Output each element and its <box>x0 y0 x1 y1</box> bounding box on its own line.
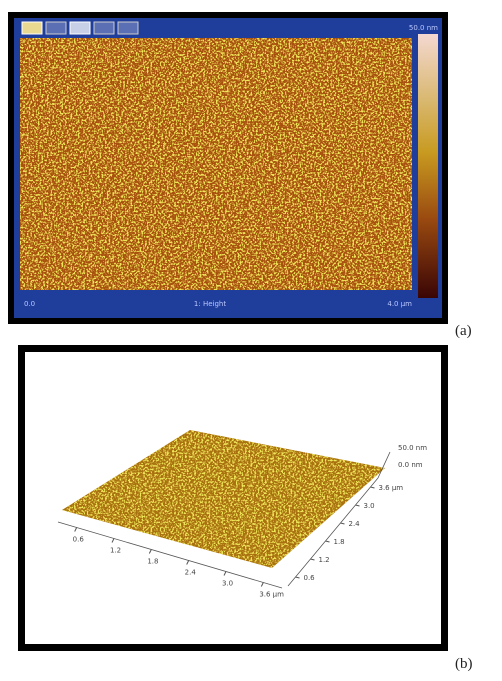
tick-label: 0.6 <box>73 536 85 544</box>
tick-label: 2.4 <box>349 520 361 528</box>
x-end: 4.0 µm <box>387 300 412 308</box>
figure-svg: 50.0 nm 0.0 1: Height 4.0 µm (a) 0.6 1.2 1… <box>0 0 502 681</box>
tick-label: 3.6 µm <box>259 591 284 599</box>
tick-label: 3.0 <box>364 502 375 510</box>
tick-label: 3.0 <box>222 580 233 588</box>
tick-label: 0.6 <box>304 574 316 582</box>
tick-label: 2.4 <box>185 569 197 577</box>
z-min: 0.0 nm <box>398 461 423 469</box>
z-max: 50.0 nm <box>398 444 427 452</box>
toolbar <box>22 22 138 34</box>
tick-label: 1.8 <box>334 538 345 546</box>
figure: 50.0 nm 0.0 1: Height 4.0 µm (a) 0.6 1.2 1… <box>0 0 502 681</box>
panel-label: (b) <box>455 656 473 672</box>
height-map-texture <box>20 38 412 290</box>
tick-label: 1.2 <box>319 556 330 564</box>
scale-max: 50.0 nm <box>409 24 438 32</box>
channel: 1: Height <box>194 300 226 308</box>
tick-label: 1.2 <box>110 547 121 555</box>
color-scale <box>418 34 438 298</box>
x-start: 0.0 <box>24 300 35 308</box>
tick-label: 3.6 µm <box>379 484 404 492</box>
panel-label: (a) <box>455 323 472 339</box>
tick-label: 1.8 <box>147 558 158 566</box>
